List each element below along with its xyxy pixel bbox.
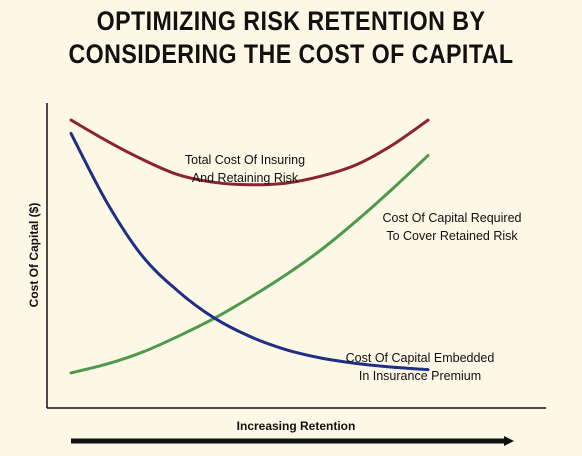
chart-title-line-1: OPTIMIZING RISK RETENTION BY: [96, 6, 486, 36]
series-label-total-line-2: And Retaining Risk: [192, 171, 299, 185]
series-line-embedded: [69, 132, 430, 372]
series-line-retained: [69, 154, 430, 375]
series-label-embedded-line-2: In Insurance Premium: [359, 369, 481, 383]
series-label-embedded-line-1: Cost Of Capital Embedded: [346, 351, 495, 365]
series-line-total: [69, 118, 430, 187]
chart-title-line-2: CONSIDERING THE COST OF CAPITAL: [68, 39, 514, 69]
series-label-retained-line-2: To Cover Retained Risk: [386, 229, 518, 243]
x-axis-label: Increasing Retention: [237, 419, 356, 433]
series-label-retained-line-1: Cost Of Capital Required: [383, 211, 522, 225]
y-axis-label: Cost Of Capital ($): [27, 203, 41, 308]
series-label-total-line-1: Total Cost Of Insuring: [185, 153, 305, 167]
